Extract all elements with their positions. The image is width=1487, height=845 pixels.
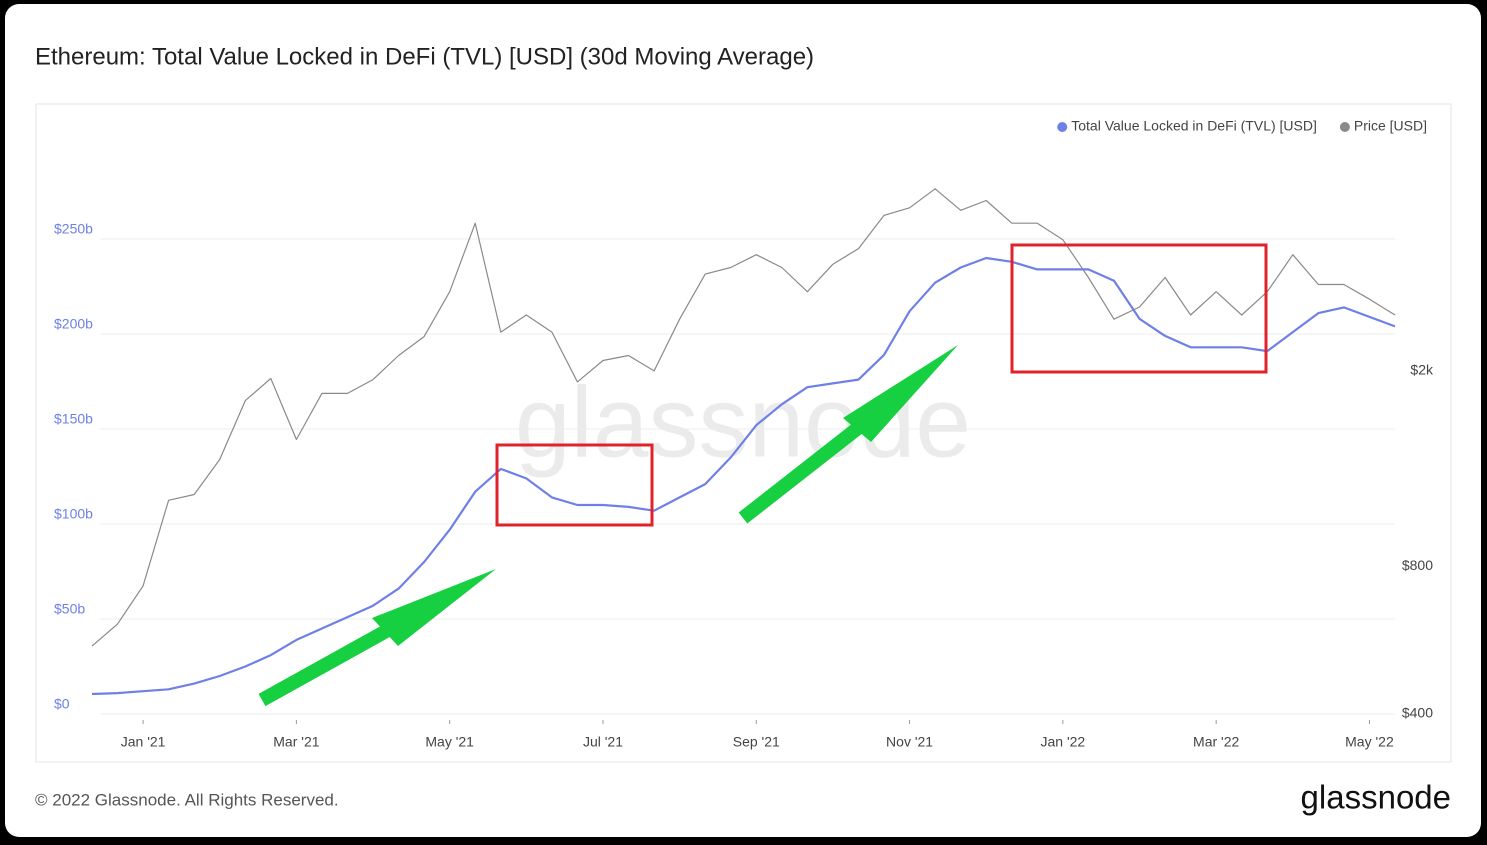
trend-arrow-head (372, 569, 496, 646)
series-line (91, 188, 1396, 647)
legend-label: Price [USD] (1354, 118, 1427, 134)
y-tick-label: $250b (54, 221, 93, 237)
plot: $0 $50b $100b $150b $200b $250b $400 $800 $2k Jan… (54, 118, 1434, 750)
y2-tick-label: $2k (1410, 362, 1434, 378)
highlight-box (495, 443, 654, 527)
x-tick-label: Jan '21 (121, 734, 166, 750)
y-tick-label: $200b (54, 316, 93, 332)
trend-arrow-shaft (258, 623, 392, 707)
y2-tick-label: $800 (1402, 557, 1433, 573)
y-tick-label: $100b (54, 506, 93, 522)
x-tick-label: Jul '21 (583, 734, 623, 750)
y-tick-label: $0 (54, 696, 70, 712)
trend-arrow-head (843, 345, 958, 442)
footer: © 2022 Glassnode. All Rights Reserved. (35, 790, 339, 809)
chart-title: Ethereum: Total Value Locked in DeFi (TV… (35, 43, 814, 70)
legend-swatch (1339, 122, 1350, 132)
y-tick-label: $50b (54, 601, 85, 617)
logo: glassnode (1301, 779, 1451, 816)
y-tick-label: $150b (54, 411, 93, 427)
x-tick-label: Mar '21 (273, 734, 319, 750)
highlight-box (1010, 243, 1268, 374)
annotations (258, 243, 1268, 707)
x-tick-label: May '21 (425, 734, 474, 750)
x-tick-label: Sep '21 (733, 734, 780, 750)
chart-panel (35, 103, 1452, 763)
x-tick-label: Mar '22 (1193, 734, 1239, 750)
legend-swatch (1057, 122, 1068, 132)
x-tick-label: May '22 (1345, 734, 1394, 750)
trend-arrow-shaft (738, 422, 863, 524)
y2-tick-label: $400 (1402, 705, 1433, 721)
x-tick-label: Jan '22 (1041, 734, 1086, 750)
legend-label: Total Value Locked in DeFi (TVL) [USD] (1071, 118, 1317, 134)
series-line (91, 256, 1396, 696)
x-tick-label: Nov '21 (886, 734, 933, 750)
